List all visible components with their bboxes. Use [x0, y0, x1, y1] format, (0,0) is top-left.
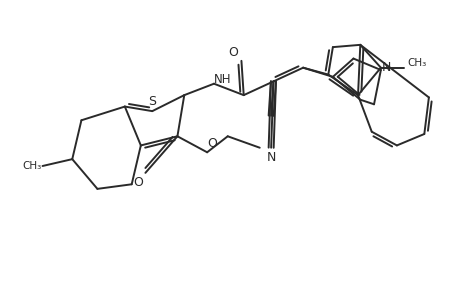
Text: O: O — [207, 136, 216, 150]
Text: CH₃: CH₃ — [23, 161, 42, 171]
Text: O: O — [133, 176, 143, 189]
Text: N: N — [266, 151, 275, 164]
Text: S: S — [148, 94, 156, 108]
Text: CH₃: CH₃ — [407, 58, 426, 68]
Text: N: N — [381, 61, 390, 74]
Text: NH: NH — [213, 73, 230, 85]
Text: O: O — [228, 46, 238, 59]
